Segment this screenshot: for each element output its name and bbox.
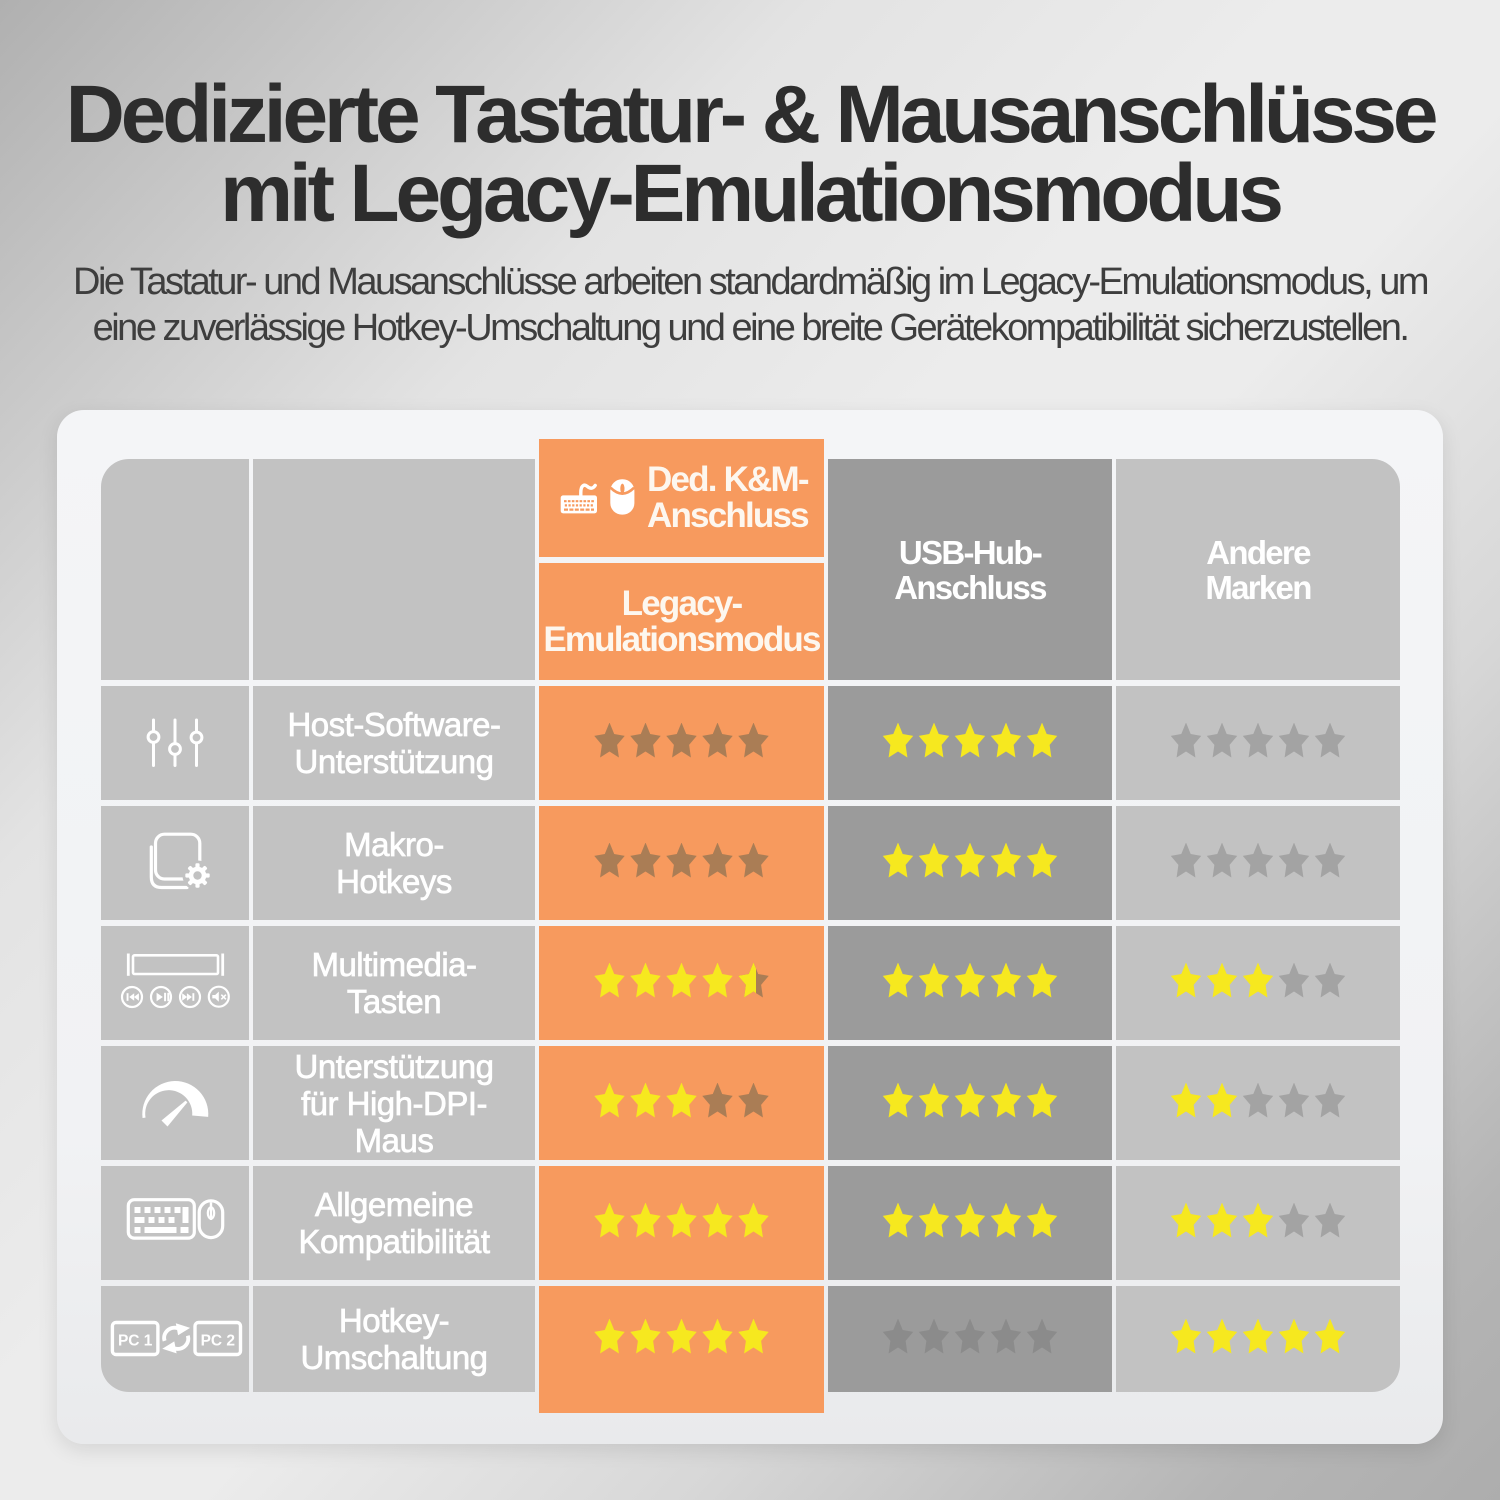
svg-text:PC 2: PC 2 xyxy=(201,1333,235,1350)
svg-text:PC 1: PC 1 xyxy=(118,1333,153,1350)
